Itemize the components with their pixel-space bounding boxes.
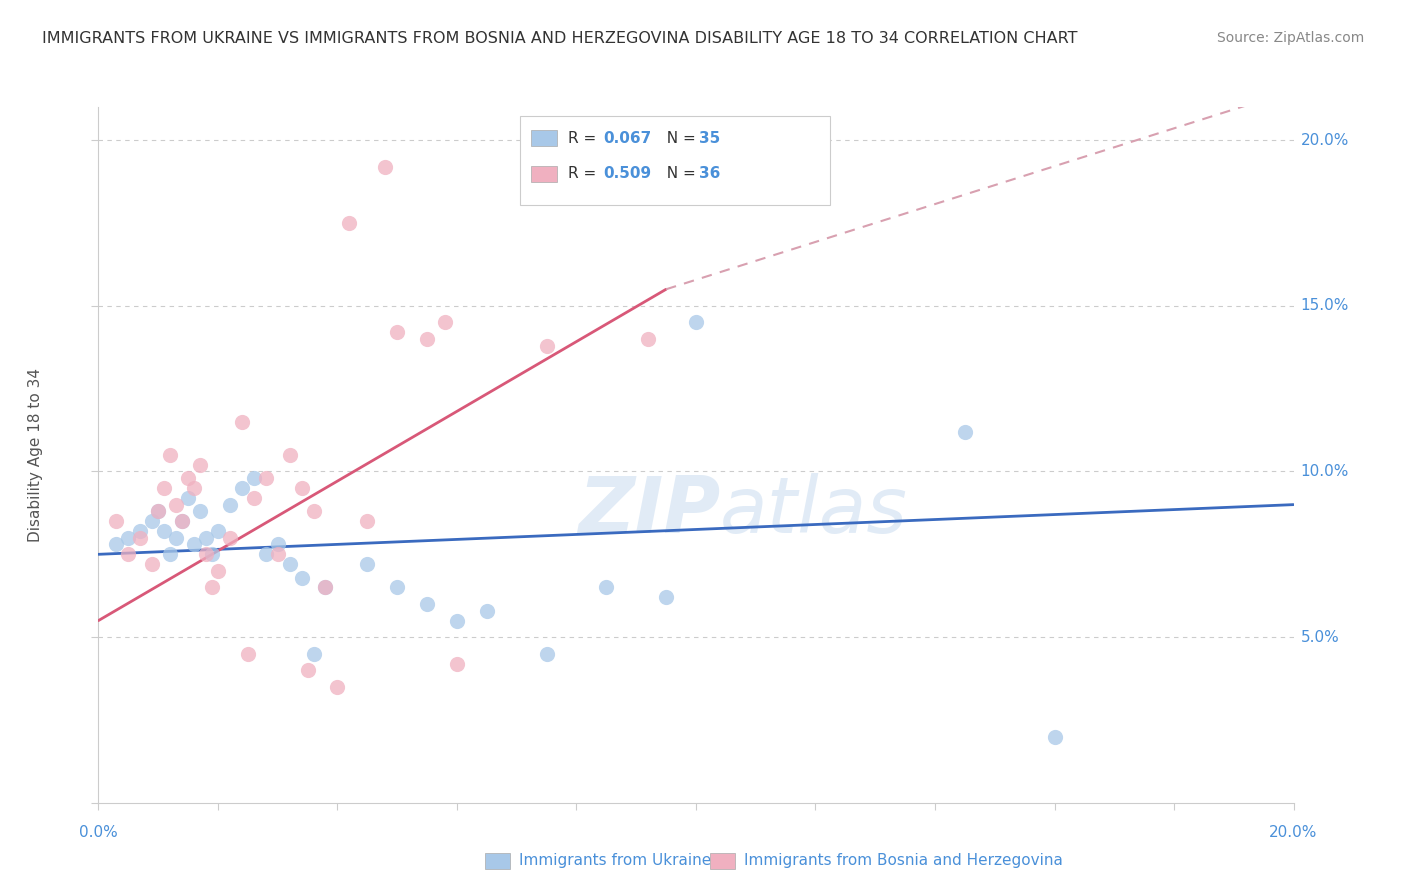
Point (153, 481, 176, 495)
Point (148, 504, 170, 518)
Point (267, 547, 290, 561)
Point (416, 597, 439, 611)
Point (326, 680, 349, 694)
Point (201, 547, 224, 561)
Point (536, 647, 558, 661)
Point (314, 581, 337, 595)
Text: 15.0%: 15.0% (1301, 298, 1348, 313)
Point (1043, 730, 1066, 744)
Point (231, 415, 253, 429)
Text: R =: R = (568, 167, 602, 181)
Point (159, 547, 181, 561)
Text: 20.0%: 20.0% (1270, 825, 1317, 840)
Text: 0.0%: 0.0% (79, 825, 118, 840)
Point (385, 581, 409, 595)
Point (207, 564, 229, 578)
Point (188, 458, 211, 472)
Point (267, 537, 290, 551)
Text: 35: 35 (699, 131, 720, 145)
Text: 0.067: 0.067 (603, 131, 651, 145)
Point (374, 160, 396, 174)
Text: 20.0%: 20.0% (1301, 133, 1348, 148)
Point (953, 425, 976, 439)
Text: 10.0%: 10.0% (1301, 464, 1348, 479)
Text: 36: 36 (699, 167, 720, 181)
Point (385, 326, 409, 340)
Point (165, 498, 187, 512)
Point (105, 514, 128, 528)
Point (159, 448, 181, 462)
Point (290, 570, 312, 584)
Point (637, 332, 659, 346)
Point (172, 514, 194, 528)
Text: Disability Age 18 to 34: Disability Age 18 to 34 (28, 368, 42, 542)
Point (302, 647, 325, 661)
Text: N =: N = (657, 167, 700, 181)
Point (231, 481, 253, 495)
Point (117, 547, 139, 561)
Point (297, 663, 319, 677)
Text: 5.0%: 5.0% (1301, 630, 1340, 645)
Point (148, 504, 170, 518)
Text: Immigrants from Bosnia and Herzegovina: Immigrants from Bosnia and Herzegovina (744, 854, 1063, 868)
Point (446, 614, 468, 628)
Point (290, 481, 312, 495)
Text: Source: ZipAtlas.com: Source: ZipAtlas.com (1216, 31, 1364, 45)
Point (655, 591, 678, 605)
Point (219, 531, 242, 545)
Text: Immigrants from Ukraine: Immigrants from Ukraine (519, 854, 711, 868)
Point (141, 558, 163, 572)
Point (278, 448, 301, 462)
Text: atlas: atlas (720, 473, 908, 549)
Point (105, 537, 128, 551)
Point (236, 647, 259, 661)
Point (314, 581, 337, 595)
Point (475, 604, 498, 618)
Point (446, 657, 468, 671)
Point (416, 332, 439, 346)
Point (278, 558, 301, 572)
Point (153, 524, 176, 538)
Point (183, 481, 205, 495)
Point (129, 524, 152, 538)
Point (165, 531, 187, 545)
Point (356, 558, 378, 572)
Point (194, 547, 218, 561)
Point (356, 514, 378, 528)
Point (129, 531, 152, 545)
Point (207, 524, 229, 538)
Point (201, 581, 224, 595)
Text: 0.509: 0.509 (603, 167, 651, 181)
Point (339, 216, 360, 230)
Point (177, 471, 200, 485)
Text: N =: N = (657, 131, 700, 145)
Point (595, 581, 617, 595)
Point (254, 471, 277, 485)
Point (536, 338, 558, 352)
Point (219, 498, 242, 512)
Point (141, 514, 163, 528)
Point (188, 504, 211, 518)
Point (302, 504, 325, 518)
Text: R =: R = (568, 131, 602, 145)
Point (177, 491, 200, 505)
Point (433, 315, 456, 329)
Point (685, 315, 707, 329)
Text: ZIP: ZIP (578, 473, 720, 549)
Point (194, 531, 218, 545)
Point (117, 531, 139, 545)
Text: IMMIGRANTS FROM UKRAINE VS IMMIGRANTS FROM BOSNIA AND HERZEGOVINA DISABILITY AGE: IMMIGRANTS FROM UKRAINE VS IMMIGRANTS FR… (42, 31, 1077, 46)
Point (183, 537, 205, 551)
Point (243, 491, 266, 505)
Point (243, 471, 266, 485)
Point (254, 547, 277, 561)
Point (172, 514, 194, 528)
